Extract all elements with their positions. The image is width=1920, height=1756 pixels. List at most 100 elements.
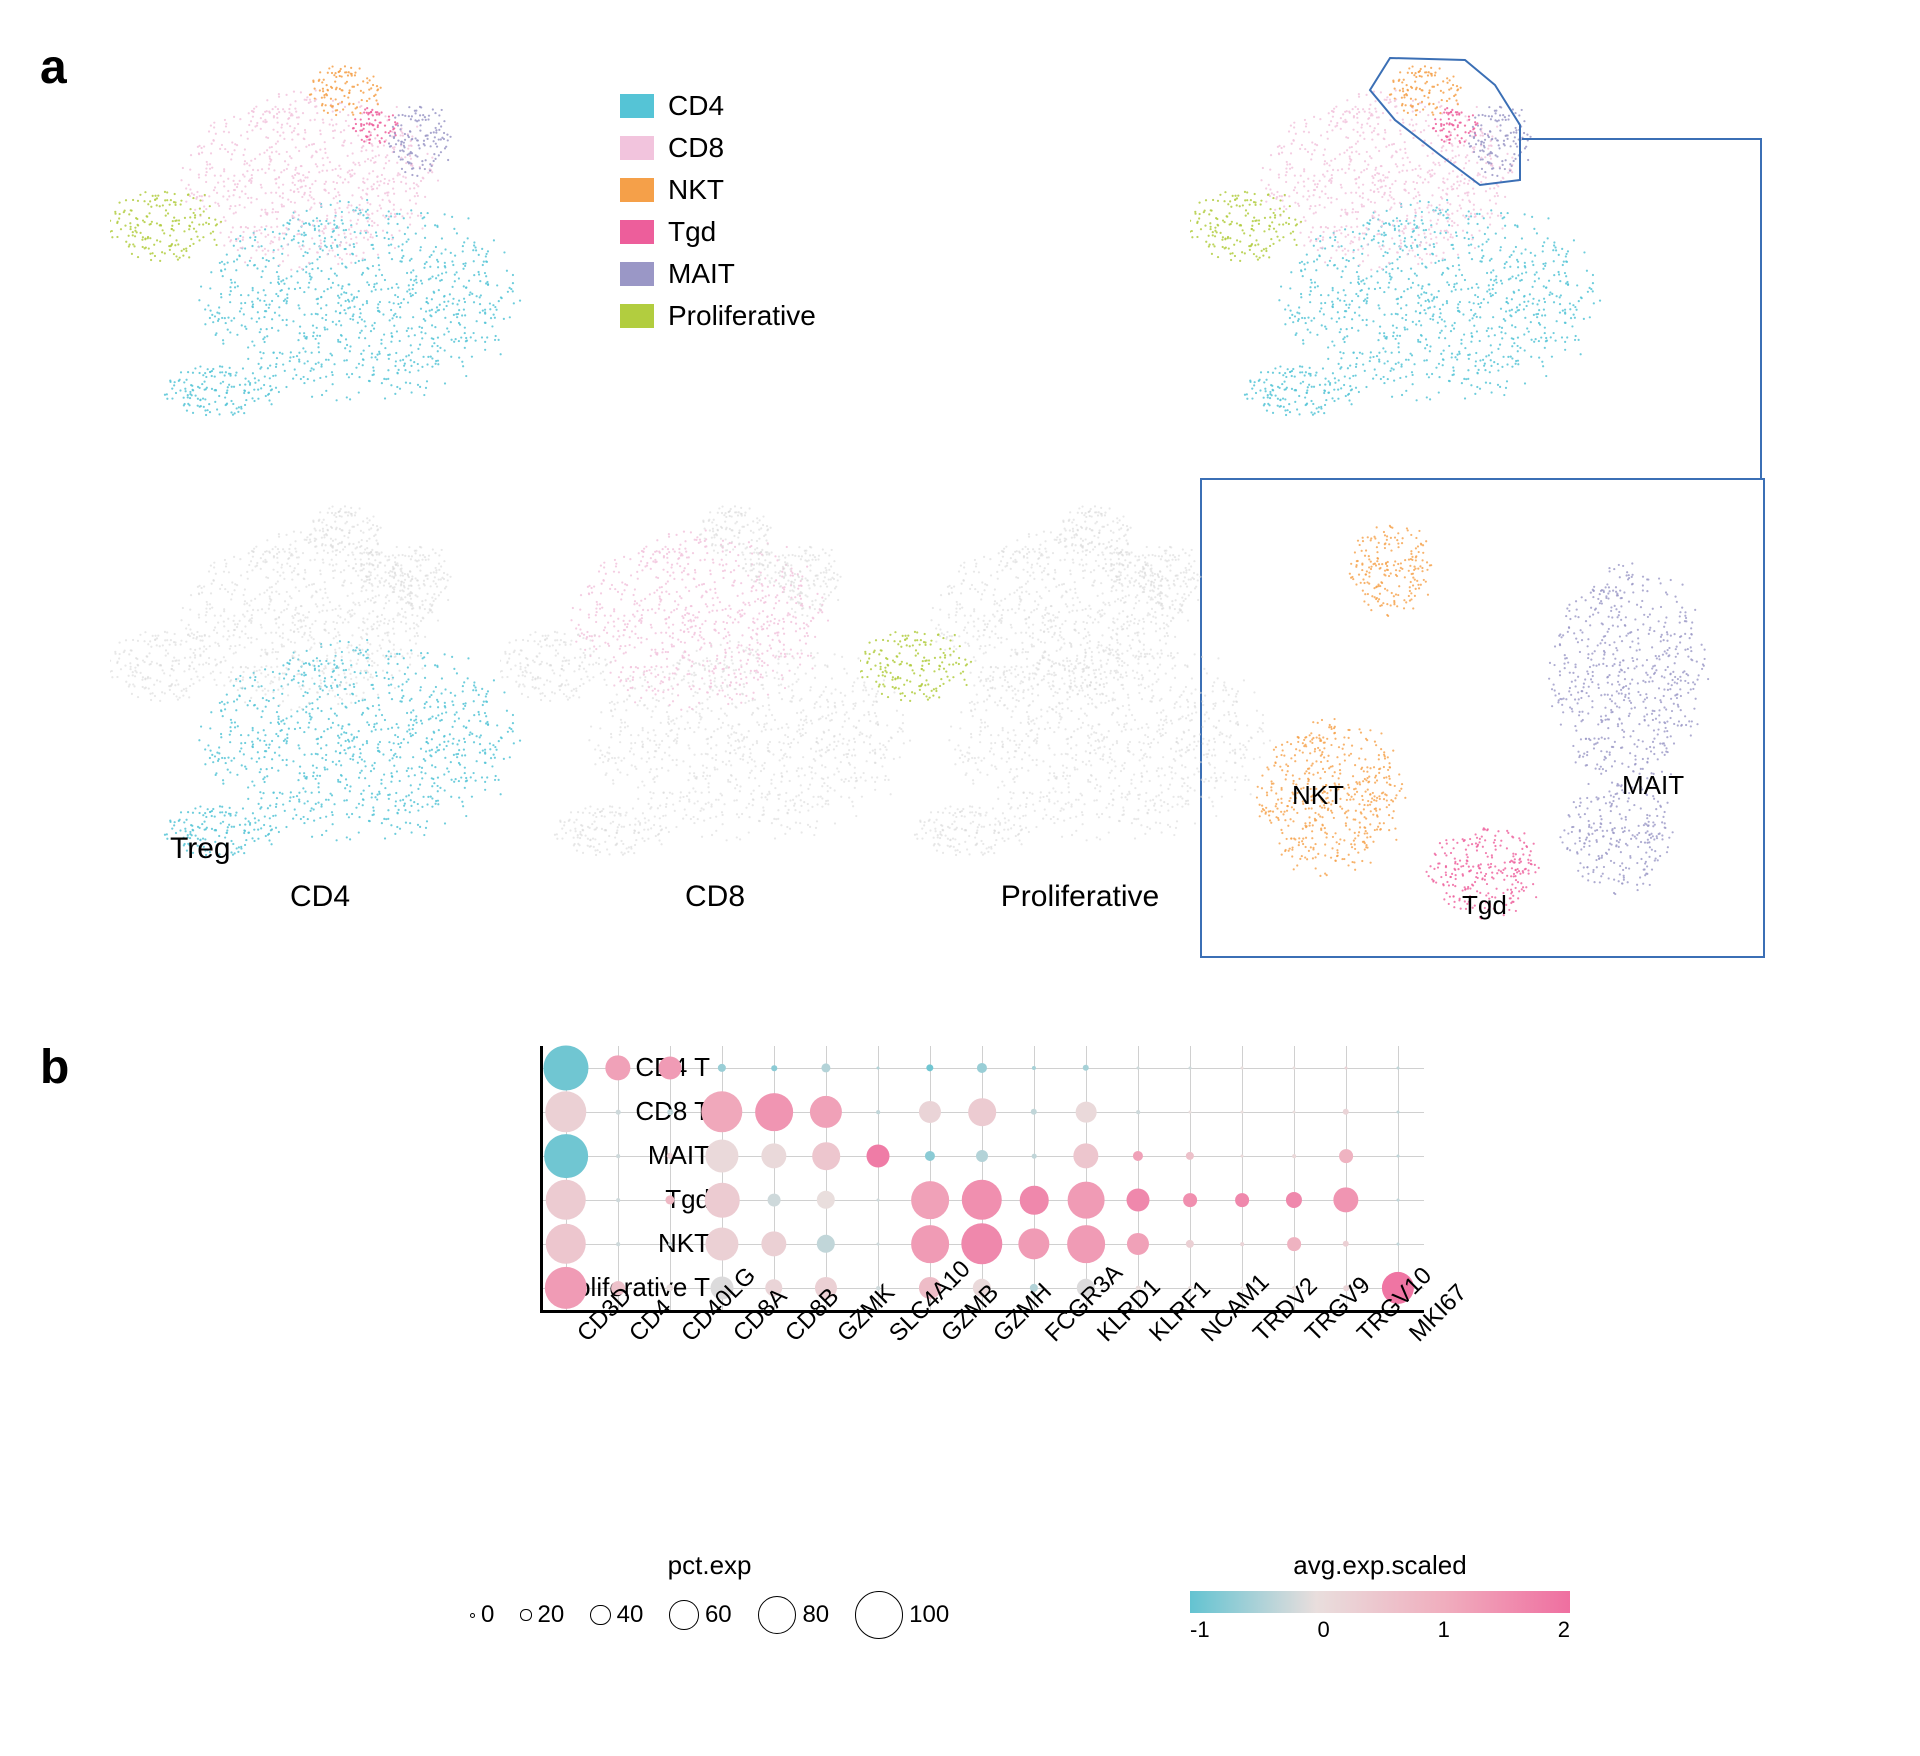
dot <box>705 1139 738 1172</box>
dot <box>659 1057 682 1080</box>
dot <box>1241 1111 1244 1114</box>
grid-line <box>1398 1046 1399 1310</box>
dot <box>761 1143 786 1168</box>
dot <box>1292 1154 1296 1158</box>
gradient-bar <box>1190 1591 1570 1613</box>
dot <box>877 1199 880 1202</box>
dot <box>977 1063 987 1073</box>
dot <box>1032 1154 1037 1159</box>
dot <box>877 1067 880 1070</box>
size-legend-item: 100 <box>855 1591 949 1639</box>
size-legend-circle <box>855 1591 903 1639</box>
cd8-label: CD8 <box>655 880 775 914</box>
dot <box>761 1231 786 1256</box>
size-legend-circle <box>758 1596 797 1635</box>
size-legend-circle <box>669 1600 699 1630</box>
legend-row: CD8 <box>620 132 816 164</box>
dot <box>768 1194 781 1207</box>
dot <box>1397 1199 1400 1202</box>
dot <box>1067 1225 1105 1263</box>
gradient-tick: 2 <box>1558 1617 1570 1643</box>
legend-swatch <box>620 136 654 160</box>
col-label: GZMK <box>832 1279 901 1348</box>
dot <box>1073 1143 1098 1168</box>
grid-line <box>722 1046 723 1310</box>
dot <box>1287 1237 1301 1251</box>
grid-line <box>930 1046 931 1310</box>
color-legend-title: avg.exp.scaled <box>1293 1550 1466 1581</box>
dot <box>919 1101 941 1123</box>
dot <box>962 1180 1002 1220</box>
panel-b-legend: pct.exp 020406080100 avg.exp.scaled -101… <box>470 1550 1570 1643</box>
dot <box>1397 1067 1400 1070</box>
dot <box>1076 1102 1097 1123</box>
dot <box>817 1235 835 1253</box>
grid-line <box>1294 1046 1295 1310</box>
gradient-tick: 0 <box>1317 1617 1329 1643</box>
dot <box>810 1096 842 1128</box>
legend-swatch <box>620 220 654 244</box>
dot <box>1189 1111 1192 1114</box>
dot <box>925 1151 935 1161</box>
dot <box>543 1045 588 1090</box>
dot <box>1235 1193 1249 1207</box>
umap-all-inset-source <box>1190 50 1610 430</box>
treg-label: Treg <box>170 832 231 866</box>
dot <box>1397 1243 1400 1246</box>
size-legend-value: 80 <box>802 1601 829 1629</box>
dot <box>1397 1111 1400 1114</box>
size-legend-circle <box>520 1609 531 1620</box>
grid-line <box>1346 1046 1347 1310</box>
size-legend-circle <box>470 1613 475 1618</box>
grid-line <box>1138 1046 1139 1310</box>
dot <box>1241 1155 1244 1158</box>
dot <box>705 1183 740 1218</box>
dot <box>867 1145 890 1168</box>
dot <box>1345 1067 1348 1070</box>
legend-label: NKT <box>668 174 724 206</box>
legend-swatch <box>620 304 654 328</box>
connector-v <box>1760 138 1762 478</box>
dot <box>771 1065 777 1071</box>
dot <box>1083 1065 1089 1071</box>
dot <box>1240 1242 1244 1246</box>
size-legend-value: 0 <box>481 1601 494 1629</box>
size-legend-item: 40 <box>590 1601 643 1629</box>
umap-all <box>110 50 530 430</box>
legend-label: Tgd <box>668 216 716 248</box>
grid-line <box>878 1046 879 1310</box>
color-legend: avg.exp.scaled -1012 <box>1190 1550 1570 1643</box>
umap-cd8 <box>500 490 920 870</box>
inset-mait-label: MAIT <box>1622 770 1684 801</box>
size-legend-item: 20 <box>520 1601 564 1629</box>
dot <box>616 1110 621 1115</box>
size-legend-value: 40 <box>617 1601 644 1629</box>
umap-prolif <box>860 490 1280 870</box>
legend-swatch <box>620 178 654 202</box>
dot <box>1293 1111 1296 1114</box>
grid-line <box>618 1046 619 1310</box>
dot <box>1127 1189 1150 1212</box>
umap-cd4 <box>110 490 530 870</box>
dot <box>1186 1240 1194 1248</box>
dot <box>1343 1109 1349 1115</box>
dot <box>817 1191 835 1209</box>
size-legend-value: 60 <box>705 1601 732 1629</box>
grid-line <box>774 1046 775 1310</box>
size-legend-value: 20 <box>538 1601 565 1629</box>
grid-line <box>1190 1046 1191 1310</box>
legend-row: Tgd <box>620 216 816 248</box>
panel-a-legend: CD4CD8NKTTgdMAITProliferative <box>620 90 816 342</box>
dot <box>616 1154 620 1158</box>
dot <box>1293 1067 1296 1070</box>
dot <box>616 1198 620 1202</box>
inset-tgd-label: Tgd <box>1462 890 1507 921</box>
gradient-ticks: -1012 <box>1190 1617 1570 1643</box>
dot <box>1183 1193 1197 1207</box>
legend-row: CD4 <box>620 90 816 122</box>
size-legend-item: 80 <box>758 1596 830 1635</box>
dot <box>821 1063 830 1072</box>
dot <box>911 1181 949 1219</box>
dot <box>755 1093 793 1131</box>
grid-line <box>826 1046 827 1310</box>
